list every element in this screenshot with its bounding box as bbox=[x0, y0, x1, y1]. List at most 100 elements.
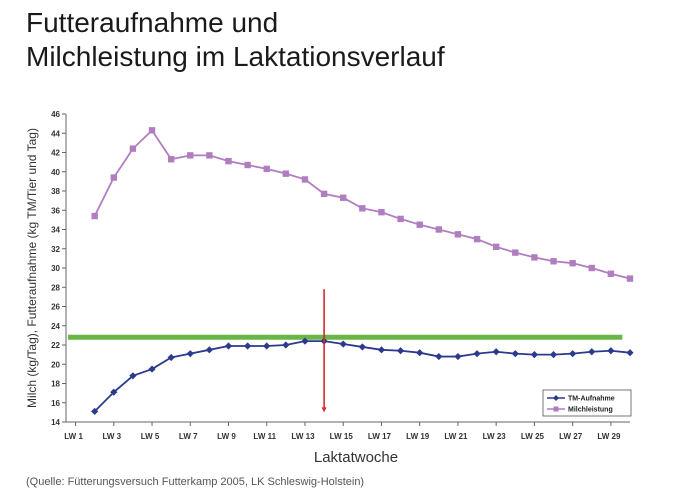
data-point bbox=[435, 226, 443, 233]
data-point bbox=[397, 215, 404, 223]
y-tick-label: 34 bbox=[51, 226, 60, 235]
data-point bbox=[167, 353, 175, 362]
data-point bbox=[148, 127, 156, 134]
series-line-2 bbox=[93, 128, 631, 280]
data-point bbox=[91, 212, 98, 220]
y-tick-label: 14 bbox=[51, 418, 60, 427]
data-point bbox=[301, 176, 309, 183]
data-point bbox=[358, 343, 366, 351]
x-tick-label: LW 17 bbox=[368, 432, 392, 441]
data-point bbox=[569, 259, 576, 267]
data-point bbox=[512, 249, 519, 256]
data-point bbox=[378, 208, 385, 216]
data-point bbox=[129, 372, 137, 380]
data-point bbox=[340, 194, 347, 201]
y-tick-label: 30 bbox=[51, 264, 60, 273]
data-point bbox=[225, 157, 232, 165]
data-point bbox=[626, 349, 634, 357]
data-point bbox=[473, 350, 481, 358]
chart-title-line-1: Futteraufnahme und bbox=[26, 7, 279, 38]
y-tick-label: 16 bbox=[51, 399, 60, 408]
x-tick-label: LW 29 bbox=[597, 432, 621, 441]
legend-box bbox=[542, 389, 632, 417]
data-point bbox=[550, 258, 557, 265]
x-tick-label: LW 23 bbox=[483, 432, 507, 441]
y-axis-title: Milch (kg/Tag), Futteraufnahme (kg TM/Ti… bbox=[25, 128, 39, 408]
data-point bbox=[206, 152, 213, 159]
x-tick-label: LW 21 bbox=[444, 432, 468, 441]
data-point bbox=[301, 337, 309, 345]
data-point bbox=[187, 152, 194, 159]
data-point bbox=[282, 170, 290, 177]
data-point bbox=[186, 350, 194, 358]
line-chart: 14 16 18 20 22 24 26 28 30 32 34 36 38 40 42 44 46 LW 1 LW… bbox=[25, 110, 634, 466]
data-point bbox=[110, 388, 118, 396]
x-tick-label: LW 11 bbox=[253, 432, 276, 441]
x-tick-label: LW 19 bbox=[406, 432, 430, 441]
data-point bbox=[549, 351, 558, 359]
data-point bbox=[435, 352, 443, 361]
x-tick-label: LW 15 bbox=[330, 432, 354, 441]
y-tick-label: 32 bbox=[51, 245, 60, 254]
x-tick-label: LW 7 bbox=[179, 432, 198, 441]
x-tick-label: LW 9 bbox=[217, 432, 236, 441]
y-tick-label: 42 bbox=[51, 149, 60, 158]
data-point bbox=[110, 174, 117, 181]
data-point bbox=[167, 156, 175, 163]
data-point bbox=[129, 145, 137, 152]
y-tick-label: 28 bbox=[51, 283, 60, 292]
data-point bbox=[416, 221, 423, 228]
x-tick-label: LW 25 bbox=[521, 432, 545, 441]
x-tick-label: LW 13 bbox=[291, 432, 315, 441]
y-tick-label: 44 bbox=[51, 129, 60, 138]
data-point bbox=[511, 350, 519, 358]
data-point bbox=[607, 347, 615, 355]
data-point bbox=[282, 341, 290, 349]
x-tick-label: LW 5 bbox=[141, 432, 160, 441]
data-point bbox=[531, 254, 538, 261]
source-note: (Quelle: Fütterungsversuch Futterkamp 20… bbox=[26, 476, 365, 488]
chart-title-line-2: Milchleistung im Laktationsverlauf bbox=[26, 41, 445, 72]
y-tick-label: 26 bbox=[51, 303, 60, 312]
data-point bbox=[320, 190, 328, 198]
x-tick-label: LW 1 bbox=[64, 432, 83, 441]
data-point bbox=[588, 348, 596, 356]
legend-marker bbox=[553, 406, 559, 412]
data-point bbox=[339, 340, 347, 348]
data-point bbox=[396, 347, 405, 355]
y-tick-label: 36 bbox=[51, 206, 60, 215]
data-point bbox=[626, 275, 634, 282]
data-point bbox=[416, 349, 424, 357]
legend-marker bbox=[553, 395, 559, 401]
data-point bbox=[377, 346, 386, 354]
data-point bbox=[263, 342, 271, 350]
data-point bbox=[244, 342, 252, 350]
legend-label: TM-Aufnahme bbox=[568, 396, 615, 403]
data-point bbox=[588, 264, 595, 272]
y-tick-label: 20 bbox=[51, 360, 60, 369]
data-point bbox=[492, 348, 500, 356]
data-point bbox=[359, 205, 366, 212]
legend: TM-Aufnahme Milchleistung bbox=[542, 389, 632, 417]
data-point bbox=[569, 350, 577, 358]
marker-arrowhead bbox=[321, 407, 327, 413]
data-point bbox=[205, 346, 213, 354]
data-point bbox=[492, 243, 500, 251]
data-point bbox=[530, 351, 539, 359]
data-point bbox=[148, 365, 156, 373]
x-tick-label: LW 27 bbox=[559, 432, 583, 441]
chart-title: Futteraufnahme und Milchleistung im Lakt… bbox=[26, 6, 445, 74]
y-tick-label: 38 bbox=[51, 187, 60, 196]
data-point bbox=[454, 231, 462, 238]
data-point bbox=[473, 235, 481, 243]
data-point bbox=[244, 161, 251, 169]
x-tick-label: LW 3 bbox=[102, 432, 121, 441]
data-point bbox=[263, 165, 270, 173]
data-point bbox=[607, 270, 615, 277]
legend-label: Milchleistung bbox=[568, 407, 613, 414]
y-tick-label: 18 bbox=[51, 380, 60, 389]
y-tick-label: 22 bbox=[51, 341, 60, 350]
x-axis-title: Laktatwoche bbox=[314, 449, 398, 466]
y-tick-label: 46 bbox=[51, 110, 60, 119]
data-point bbox=[454, 352, 462, 361]
